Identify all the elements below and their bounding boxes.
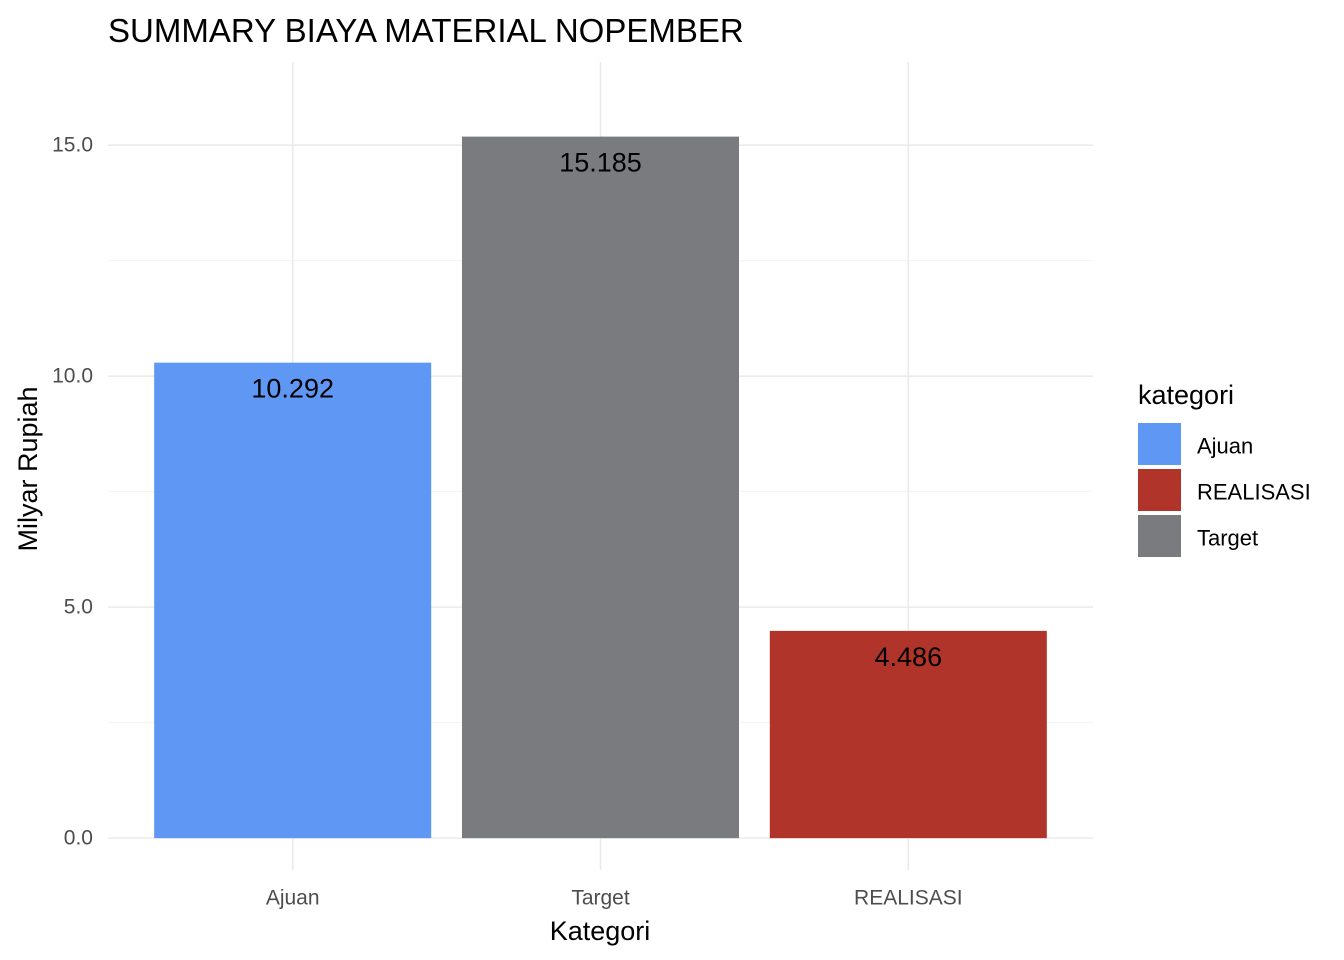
bar-target	[461, 136, 740, 839]
data-labels: 10.292 15.185 4.486	[251, 148, 942, 672]
x-tick-label: REALISASI	[854, 887, 963, 910]
legend-key-realisasi	[1138, 469, 1181, 511]
y-tick-label: 10.0	[52, 365, 93, 388]
y-tick-label: 15.0	[52, 134, 93, 157]
x-tick-label: Target	[571, 887, 630, 910]
x-axis-ticks: Ajuan Target REALISASI	[266, 887, 963, 910]
legend-label-target: Target	[1197, 526, 1258, 551]
y-axis-title: Milyar Rupiah	[13, 386, 43, 551]
chart-title: SUMMARY BIAYA MATERIAL NOPEMBER	[108, 12, 744, 49]
y-tick-label: 5.0	[64, 596, 93, 619]
legend-title: kategori	[1138, 380, 1234, 410]
data-label-target: 15.185	[559, 148, 642, 178]
legend-label-ajuan: Ajuan	[1197, 434, 1253, 459]
bars	[154, 136, 1047, 839]
bar-ajuan	[154, 362, 432, 839]
x-tick-label: Ajuan	[266, 887, 320, 910]
x-axis-title: Kategori	[550, 916, 651, 946]
bar-realisasi	[769, 630, 1047, 839]
y-axis-ticks: 0.0 5.0 10.0 15.0	[52, 134, 93, 850]
y-tick-label: 0.0	[64, 827, 93, 850]
legend-key-target	[1138, 515, 1181, 557]
legend: kategori Ajuan REALISASI Target	[1138, 380, 1311, 557]
data-label-realisasi: 4.486	[875, 642, 943, 672]
legend-label-realisasi: REALISASI	[1197, 480, 1311, 505]
legend-key-ajuan	[1138, 423, 1181, 465]
data-label-ajuan: 10.292	[251, 374, 334, 404]
